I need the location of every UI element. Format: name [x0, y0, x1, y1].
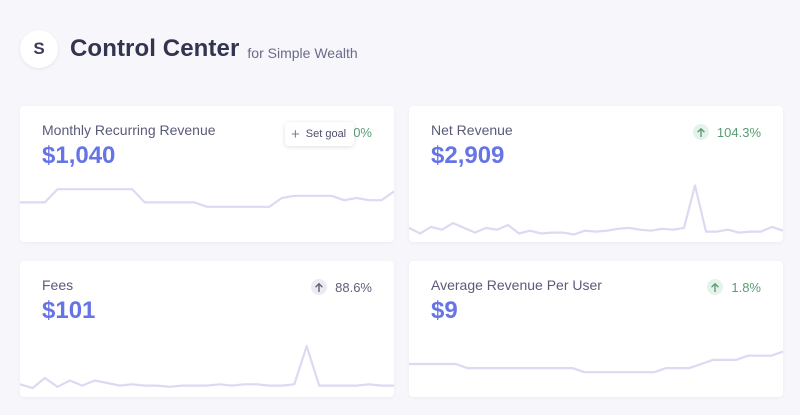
- trend-value: 1.8%: [731, 279, 761, 295]
- sparkline-chart: [409, 184, 783, 236]
- sparkline-line: [20, 345, 394, 390]
- plus-icon: +: [291, 125, 300, 143]
- fees-card[interactable]: Fees $101 88.6%: [20, 261, 394, 397]
- trend-badge: 88.6%: [311, 279, 372, 295]
- arpu-card[interactable]: Average Revenue Per User $9 1.8%: [409, 261, 783, 397]
- trend-badge: 1.8%: [707, 279, 761, 295]
- trend-badge: 104.3%: [692, 124, 761, 140]
- trend-value: 104.3%: [716, 124, 761, 140]
- page-subtitle: for Simple Wealth: [247, 44, 358, 61]
- card-label: Average Revenue Per User: [431, 277, 602, 293]
- logo[interactable]: S: [20, 30, 58, 68]
- logo-letter: S: [33, 39, 45, 58]
- card-value: $9: [431, 297, 458, 324]
- sparkline-line: [409, 184, 783, 236]
- sparkline-line: [409, 350, 783, 374]
- page-title: Control Center: [70, 35, 240, 62]
- card-value: $2,909: [431, 142, 505, 169]
- sparkline-line: [20, 188, 394, 208]
- sparkline-chart: [20, 188, 394, 208]
- card-label: Net Revenue: [431, 122, 513, 138]
- header: S Control Center for Simple Wealth: [20, 30, 358, 68]
- net-revenue-card[interactable]: Net Revenue $2,909 104.3%: [409, 106, 783, 242]
- trend-value: 88.6%: [335, 279, 372, 295]
- card-label: Fees: [42, 277, 74, 293]
- arrow-up-icon: [707, 279, 724, 295]
- set-goal-button[interactable]: + Set goal: [285, 122, 355, 146]
- sparkline-chart: [20, 345, 394, 390]
- card-value: $1,040: [42, 142, 116, 169]
- card-value: $101: [42, 297, 96, 324]
- arrow-up-icon: [311, 279, 328, 295]
- card-label: Monthly Recurring Revenue: [42, 122, 216, 138]
- arrow-up-icon: [692, 124, 709, 140]
- sparkline-chart: [409, 350, 783, 374]
- set-goal-label: Set goal: [305, 128, 347, 140]
